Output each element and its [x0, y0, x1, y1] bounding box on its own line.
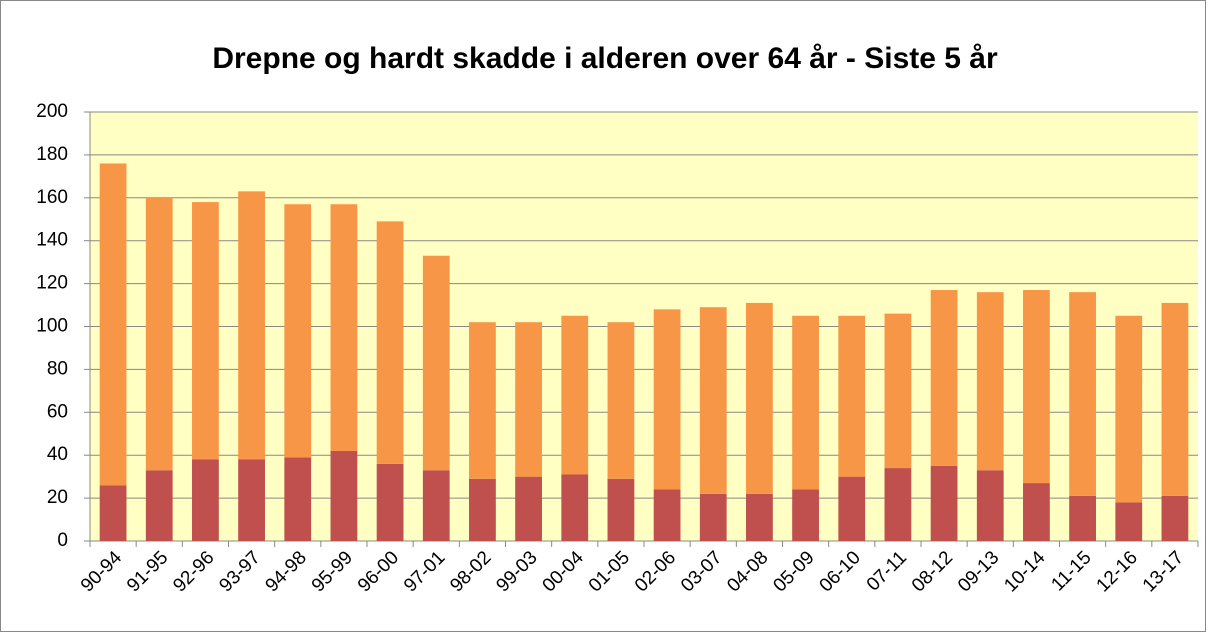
bar — [469, 322, 496, 479]
bar — [1161, 495, 1189, 541]
bar — [930, 290, 958, 466]
bar — [422, 470, 450, 541]
bar — [99, 485, 127, 541]
bar — [376, 221, 404, 464]
y-tick-label: 100 — [36, 316, 68, 337]
bar — [1023, 483, 1050, 541]
bar — [284, 457, 312, 541]
chart-title: Drepne og hardt skadde i alderen over 64… — [212, 42, 998, 75]
bar — [99, 163, 127, 486]
bar — [653, 489, 681, 541]
bar — [192, 459, 219, 541]
bar — [1069, 495, 1096, 541]
bar — [1069, 292, 1096, 496]
bar — [284, 204, 312, 458]
bar — [145, 197, 173, 471]
bar — [884, 468, 912, 541]
bar — [699, 307, 727, 494]
bar — [976, 470, 1004, 541]
bar — [515, 322, 542, 477]
bar — [607, 322, 635, 479]
bar — [607, 478, 635, 541]
bar — [976, 292, 1004, 471]
bar — [1115, 315, 1143, 503]
bar — [792, 315, 819, 490]
bar — [792, 489, 819, 541]
bar — [930, 465, 958, 541]
bar — [746, 493, 773, 541]
bar — [192, 202, 219, 460]
bar — [515, 476, 542, 541]
y-tick-label: 60 — [47, 401, 68, 422]
bar — [1115, 502, 1143, 541]
bar — [1023, 290, 1050, 484]
bar — [238, 459, 265, 541]
y-tick-label: 160 — [36, 187, 68, 208]
bar — [561, 315, 589, 475]
bar — [1161, 302, 1189, 496]
bar — [238, 191, 265, 460]
y-tick-label: 180 — [36, 144, 68, 165]
bar — [838, 476, 866, 541]
bar — [330, 204, 358, 451]
y-tick-label: 0 — [57, 530, 68, 551]
bar — [699, 493, 727, 541]
bar — [838, 315, 866, 477]
bar — [884, 313, 912, 469]
bar — [422, 255, 450, 471]
bar — [469, 478, 496, 541]
y-tick-label: 80 — [47, 358, 68, 379]
bar — [746, 302, 773, 494]
y-tick-label: 140 — [36, 230, 68, 251]
bar — [376, 463, 404, 541]
bar — [653, 309, 681, 490]
y-tick-label: 200 — [36, 101, 68, 122]
bar — [145, 470, 173, 541]
bar — [561, 474, 589, 541]
y-tick-label: 20 — [47, 487, 68, 508]
y-tick-label: 40 — [47, 444, 68, 465]
y-tick-label: 120 — [36, 273, 68, 294]
bar — [330, 450, 358, 541]
